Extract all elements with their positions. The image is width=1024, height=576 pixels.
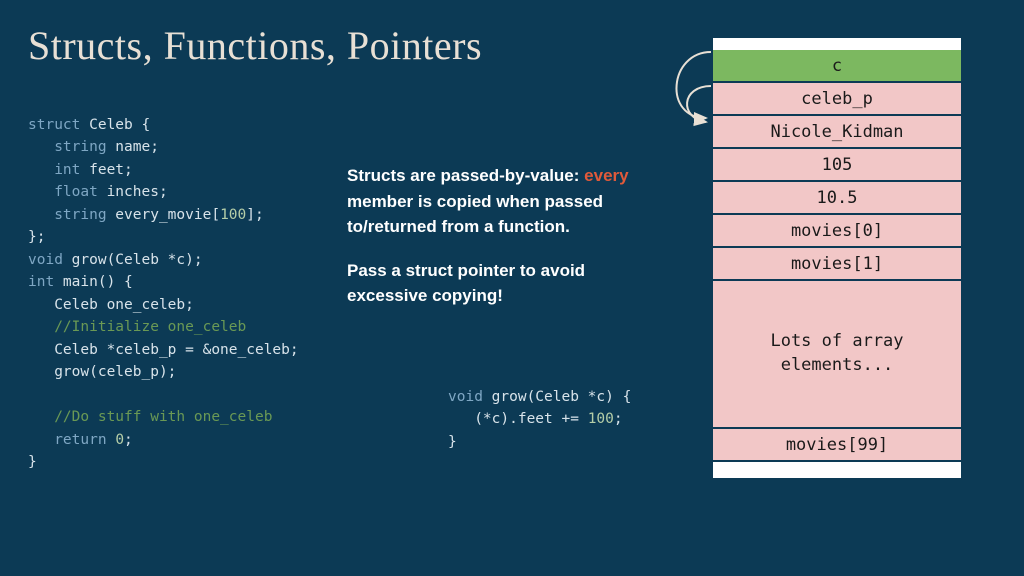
explanation-para-1: Structs are passed-by-value: every membe… (347, 163, 667, 240)
code-token: struct (28, 117, 80, 133)
mem-cell-name: Nicole_Kidman (711, 116, 963, 149)
explanation-para-2: Pass a struct pointer to avoid excessive… (347, 258, 667, 309)
code-token: void (28, 252, 63, 268)
mem-cell-lots: Lots of array elements... (711, 281, 963, 429)
text-span: member is copied when passed to/returned… (347, 192, 603, 237)
code-token: void (448, 389, 483, 405)
code-token: int (28, 274, 54, 290)
mem-cell-slack-bottom (711, 462, 963, 480)
code-token (28, 387, 37, 403)
code-token: 100 (220, 207, 246, 223)
code-token: float (28, 184, 98, 200)
code-token: Celeb one_celeb; (28, 297, 194, 313)
code-token: name; (107, 139, 159, 155)
code-token: return (28, 432, 115, 448)
code-token: main() { (54, 274, 133, 290)
mem-cell-movies-99: movies[99] (711, 429, 963, 462)
code-token: Celeb *celeb_p = &one_celeb; (28, 342, 299, 358)
mem-cell-inches: 10.5 (711, 182, 963, 215)
code-token: //Initialize one_celeb (28, 319, 246, 335)
text-span: Structs are passed-by-value: (347, 166, 584, 185)
code-token: grow(Celeb *c); (63, 252, 203, 268)
memory-diagram: c celeb_p Nicole_Kidman 105 10.5 movies[… (711, 36, 963, 480)
code-token: //Do stuff with one_celeb (28, 409, 272, 425)
code-token: string (28, 207, 107, 223)
highlight-span: every (584, 166, 628, 185)
code-token: (*c).feet += (448, 411, 588, 427)
code-token: string (28, 139, 107, 155)
code-token: }; (28, 229, 45, 245)
code-token: feet; (80, 162, 132, 178)
code-token: Celeb { (80, 117, 150, 133)
code-token: 0 (115, 432, 124, 448)
mem-cell-feet: 105 (711, 149, 963, 182)
mem-cell-celeb-p: celeb_p (711, 83, 963, 116)
code-token: } (448, 434, 457, 450)
code-block-right: void grow(Celeb *c) { (*c).feet += 100; … (448, 386, 631, 453)
explanation-text: Structs are passed-by-value: every membe… (347, 163, 667, 327)
code-token: inches; (98, 184, 168, 200)
code-token: } (28, 454, 37, 470)
mem-cell-movies-0: movies[0] (711, 215, 963, 248)
mem-cell-movies-1: movies[1] (711, 248, 963, 281)
code-token: 100 (588, 411, 614, 427)
mem-cell-slack-top (711, 36, 963, 50)
code-token: ; (614, 411, 623, 427)
code-token: int (28, 162, 80, 178)
code-token: ]; (246, 207, 263, 223)
code-block-left: struct Celeb { string name; int feet; fl… (28, 114, 299, 474)
code-token: grow(Celeb *c) { (483, 389, 631, 405)
mem-cell-c: c (711, 50, 963, 83)
slide-title: Structs, Functions, Pointers (28, 22, 482, 69)
code-token: every_movie[ (107, 207, 221, 223)
code-token: ; (124, 432, 133, 448)
code-token: grow(celeb_p); (28, 364, 176, 380)
